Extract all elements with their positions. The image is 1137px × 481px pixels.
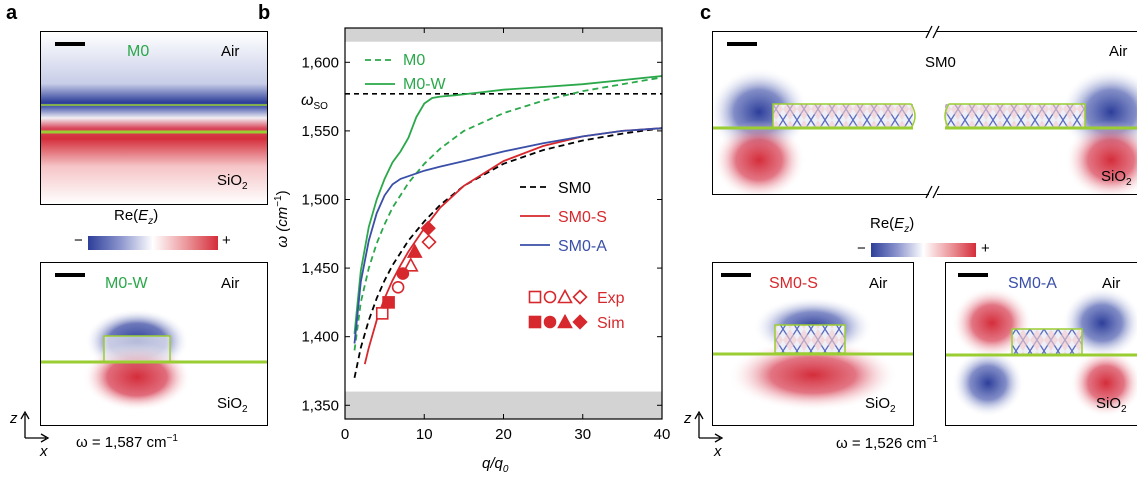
exp-point-circle	[391, 280, 405, 294]
sm0s-label: SM0-S	[769, 275, 818, 292]
scale-bar	[958, 273, 988, 277]
legend-exp-marker-triangle	[557, 288, 573, 304]
panel-c-letter: c	[700, 2, 712, 24]
sm0-label: SM0	[925, 54, 956, 71]
scale-bar	[727, 42, 757, 46]
panel-c-top-field: SM0 Air SiO2	[712, 31, 1137, 195]
legend-sim-label: Sim	[597, 315, 625, 332]
x-axis-label: q/q0	[482, 455, 509, 475]
sio2-label: SiO2	[217, 395, 248, 415]
x-tick-label: 10	[416, 426, 433, 443]
sim-point-triangle	[406, 243, 423, 258]
legend-sim-marker-triangle	[557, 313, 573, 329]
legend-exp-marker-square	[528, 290, 542, 304]
omega-so-label: ωSO	[301, 92, 328, 113]
series-line-sm0-a	[353, 127, 663, 344]
y-tick-label: 1,450	[301, 260, 339, 277]
air-label: Air	[869, 275, 888, 292]
air-label: Air	[1109, 43, 1128, 60]
sio2-label: SiO2	[217, 172, 248, 192]
sim-point-circle	[396, 267, 410, 280]
legend-label-sm0-a: SM0-A	[558, 238, 607, 255]
y-tick-label: 1,500	[301, 191, 339, 208]
sio2-label: SiO2	[1101, 168, 1132, 188]
axes-indicator-a	[20, 410, 50, 443]
legend-sim-marker-circle	[543, 315, 557, 329]
x-tick-label: 0	[341, 426, 349, 443]
air-label: Air	[1102, 275, 1121, 292]
legend-sim-marker-diamond	[572, 314, 588, 330]
air-label: Air	[221, 43, 240, 60]
panel-b-letter: b	[258, 2, 271, 24]
sio2-label: SiO2	[865, 395, 896, 415]
colorbar-a-title: Re(Ez)	[114, 207, 159, 227]
x-tick-label: 40	[654, 426, 671, 443]
y-tick-label: 1,350	[301, 397, 339, 414]
y-tick-label: 1,550	[301, 123, 339, 140]
omega-c-label: ω = 1,526 cm−1	[836, 434, 938, 452]
m0w-field-map	[41, 309, 267, 411]
sim-point-square	[382, 296, 395, 309]
colorbar-c-plus: +	[981, 240, 990, 257]
exp-point-triangle	[402, 257, 419, 272]
sm0-field-map	[713, 68, 1137, 194]
legend-exp-label: Exp	[597, 290, 625, 307]
colorbar-a-plus: +	[222, 232, 231, 249]
legend-label-m0-w: M0-W	[403, 76, 447, 93]
sm0a-label: SM0-A	[1008, 275, 1057, 292]
axis-z-label: z	[10, 410, 18, 427]
scale-bar	[55, 273, 85, 277]
axis-x-label: x	[714, 443, 722, 460]
m0-label: M0	[127, 43, 150, 60]
colorbar-a-minus: −	[74, 232, 83, 249]
legend-label-sm0: SM0	[558, 180, 591, 197]
panel-c-sm0a-field: SM0-A Air SiO2	[945, 262, 1137, 426]
axis-x-label: x	[40, 443, 48, 460]
y-tick-label: 1,400	[301, 329, 339, 346]
colorbar-c	[871, 243, 976, 257]
panel-c-sm0s-field: SM0-S Air SiO2	[712, 262, 914, 426]
dispersion-chart: 0 10 20 30 40 1,350 1,400 1,450 1,500 1,550 1,600 M…	[301, 27, 671, 443]
colorbar-c-title: Re(Ez)	[870, 215, 915, 235]
x-tick-label: 30	[574, 426, 591, 443]
series-line-m0	[353, 76, 663, 351]
sim-point-diamond	[420, 220, 436, 236]
m0w-label: M0-W	[105, 275, 148, 292]
m0-field-map	[41, 32, 267, 204]
legend-label-m0: M0	[403, 52, 425, 69]
sm0a-field-map	[946, 287, 1137, 417]
panel-a-letter: a	[6, 2, 18, 24]
series-line-sm0	[353, 127, 663, 378]
colorbar-c-minus: −	[857, 240, 866, 257]
plot-frame	[344, 27, 663, 420]
axes-indicator-c	[694, 410, 724, 443]
exp-point-square	[375, 307, 389, 320]
legend-label-sm0-s: SM0-S	[558, 209, 607, 226]
series-line-m0-w	[353, 75, 663, 334]
scale-bar	[55, 42, 85, 46]
colorbar-a	[88, 236, 218, 250]
y-axis-label: ω (cm−1)	[273, 190, 291, 248]
omega-a-label: ω = 1,587 cm−1	[76, 433, 178, 451]
y-tick-label: 1,600	[301, 54, 339, 71]
legend-exp-marker-diamond	[572, 289, 588, 305]
air-label: Air	[221, 275, 240, 292]
axis-break-marks	[925, 25, 940, 200]
scale-bar	[721, 273, 751, 277]
panel-a-top-field: M0 Air SiO2	[40, 31, 268, 205]
panel-a-bottom-field: M0-W Air SiO2	[40, 262, 268, 426]
axis-z-label: z	[684, 410, 692, 427]
legend-sim-marker-square	[528, 315, 542, 329]
sm0s-field-map	[713, 297, 913, 411]
legend-exp-marker-circle	[543, 290, 557, 304]
exp-point-diamond	[421, 234, 437, 250]
x-tick-label: 20	[495, 426, 512, 443]
sio2-label: SiO2	[1096, 395, 1127, 415]
